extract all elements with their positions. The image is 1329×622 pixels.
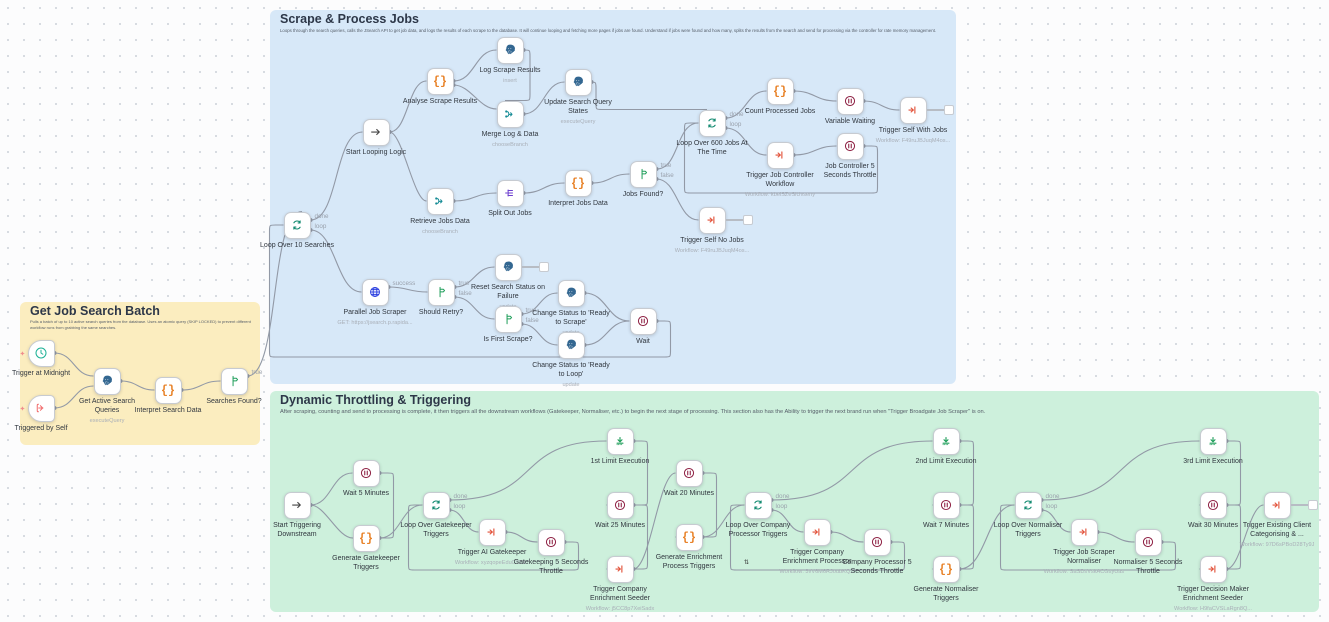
svg-text:{}: {} xyxy=(433,74,447,88)
svg-text:{}: {} xyxy=(773,84,787,98)
svg-text:{}: {} xyxy=(939,562,953,576)
svg-text:{}: {} xyxy=(359,531,373,545)
svg-text:{}: {} xyxy=(682,530,696,544)
svg-text:{}: {} xyxy=(161,383,175,397)
svg-text:{}: {} xyxy=(571,176,585,190)
